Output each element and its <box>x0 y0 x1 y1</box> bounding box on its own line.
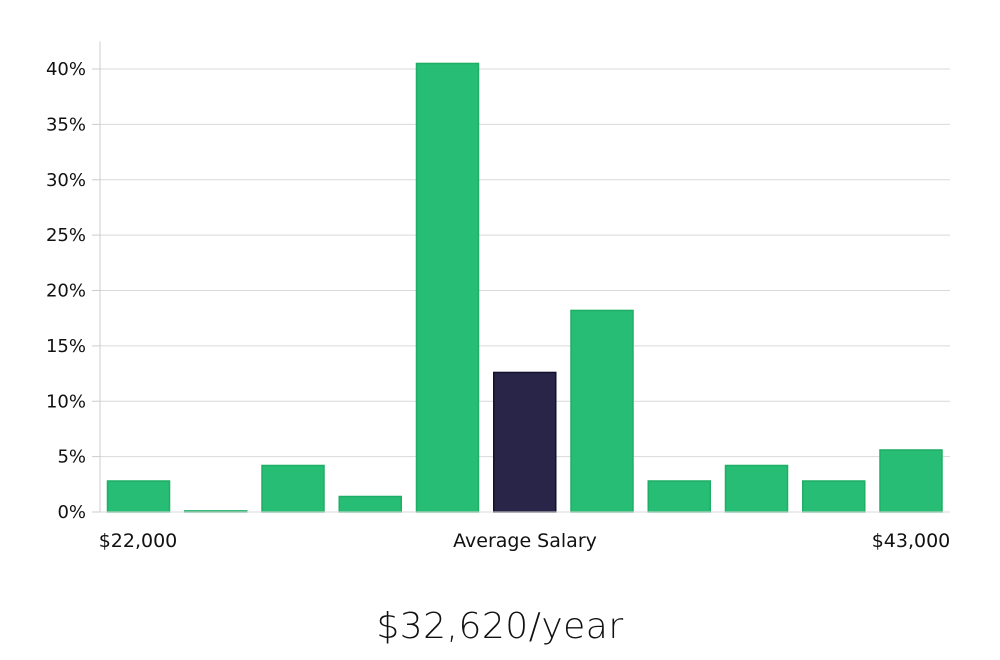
y-tick-label-0: 0% <box>57 502 86 523</box>
bar-4 <box>415 62 480 513</box>
y-tick-label-15: 15% <box>46 336 86 357</box>
bar-average-salary <box>493 371 557 513</box>
bar-2 <box>261 464 325 513</box>
average-salary-value: $32,620/year <box>376 606 624 647</box>
y-tick-label-35: 35% <box>46 114 86 135</box>
y-tick-label-25: 25% <box>46 225 86 246</box>
y-tick-label-5: 5% <box>57 447 86 468</box>
bar-8 <box>724 464 789 513</box>
x-start-label: $22,000 <box>99 530 178 552</box>
axes: 0% 5% 10% 15% 20% 25% 30% 35% 40% <box>46 41 950 523</box>
bars <box>106 62 943 513</box>
y-tick-label-20: 20% <box>46 281 86 302</box>
grid-lines <box>100 68 950 458</box>
bar-7 <box>647 480 711 513</box>
bar-9 <box>802 480 866 513</box>
y-tick-label-10: 10% <box>46 391 86 412</box>
y-tick-label-40: 40% <box>46 59 86 80</box>
x-axis-title: Average Salary <box>453 530 597 552</box>
bar-6 <box>570 309 634 513</box>
bar-10 <box>879 449 943 513</box>
salary-histogram: 0% 5% 10% 15% 20% 25% 30% 35% 40% $22,000 Averag… <box>46 41 951 552</box>
x-end-label: $43,000 <box>872 530 951 552</box>
bar-3 <box>338 495 402 513</box>
bar-0 <box>106 480 171 513</box>
y-tick-label-30: 30% <box>46 170 86 191</box>
